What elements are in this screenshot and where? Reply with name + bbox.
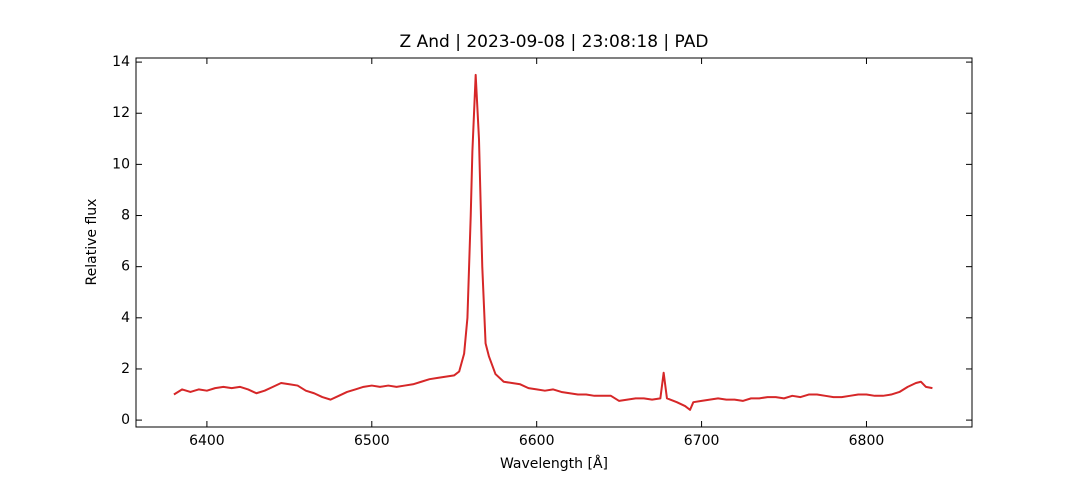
x-axis-label: Wavelength [Å] [500,455,608,472]
y-tick-label: 14 [112,54,130,70]
y-tick-label: 6 [121,259,130,275]
spectrum-line [173,73,933,411]
y-tick-label: 10 [112,156,130,172]
plot-frame [135,57,973,428]
y-tick-label: 8 [121,208,130,224]
y-tick-label: 4 [121,310,130,326]
y-tick-label: 12 [112,105,130,121]
y-tick-label: 0 [121,412,130,428]
y-axis-label: Relative flux [84,199,100,286]
chart-title: Z And | 2023-09-08 | 23:08:18 | PAD [400,32,709,52]
x-tick-label: 6500 [354,433,390,449]
y-tick-label: 2 [121,361,130,377]
x-tick-label: 6600 [519,433,555,449]
x-tick-label: 6800 [849,433,885,449]
x-tick-label: 6400 [189,433,225,449]
x-tick-label: 6700 [684,433,720,449]
